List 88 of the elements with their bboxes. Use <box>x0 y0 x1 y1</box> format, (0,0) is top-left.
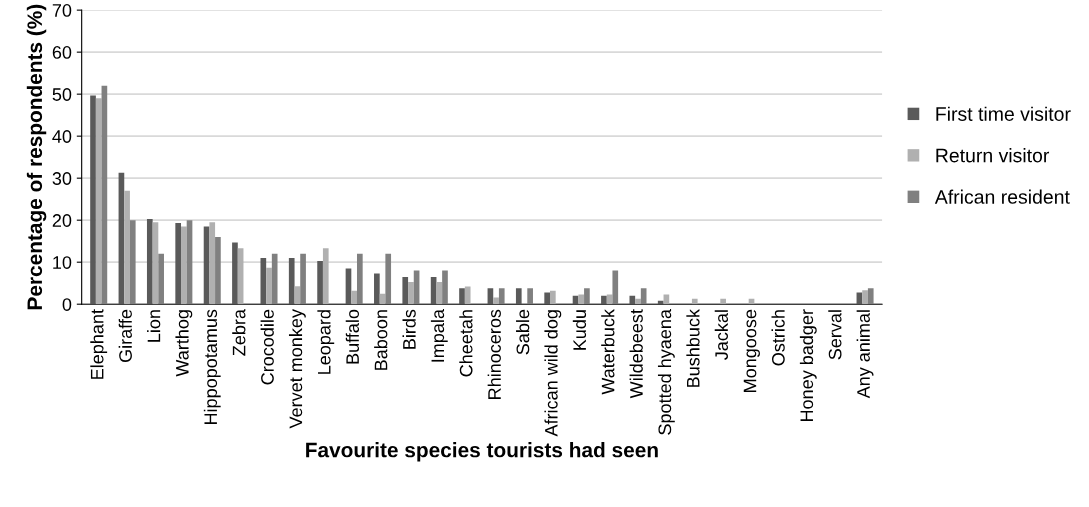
x-tick-label: Ostrich <box>771 310 785 366</box>
x-tick-label: Buffalo <box>345 309 359 364</box>
bar <box>464 286 471 305</box>
bar <box>657 300 664 305</box>
legend-label: African resident <box>934 189 1070 204</box>
bar <box>856 292 863 305</box>
bar <box>357 253 363 305</box>
x-tick-label: Rhinoceros <box>487 309 501 399</box>
bar <box>90 95 96 305</box>
x-tick-label: Wildebeest <box>629 309 643 399</box>
bar <box>720 298 726 305</box>
x-tick-label: Warthog <box>175 310 193 377</box>
bar <box>527 288 533 305</box>
bar <box>95 98 102 305</box>
bar <box>640 288 647 305</box>
x-tick-label: Any animal <box>856 310 874 399</box>
bar <box>544 292 550 305</box>
bar <box>578 294 585 305</box>
bar <box>408 281 414 305</box>
legend-label: First time visitor <box>936 106 1071 121</box>
x-tick-label: Lion <box>147 310 161 342</box>
y-tick-label: 40 <box>52 130 72 143</box>
x-tick-label: Cheetah <box>459 310 473 377</box>
bar <box>288 257 295 305</box>
bar <box>209 222 216 305</box>
x-tick-label: Leopard <box>317 310 335 374</box>
x-tick-label: Elephant <box>90 309 108 379</box>
bar <box>635 298 641 305</box>
bar <box>300 253 306 305</box>
bar <box>232 242 238 305</box>
bar <box>584 288 590 305</box>
x-tick-label: Crocodile <box>260 309 274 385</box>
x-tick-label: Jackal <box>714 310 728 360</box>
bar <box>129 220 136 305</box>
bar <box>146 218 153 305</box>
x-tick-label: African wild dog <box>544 310 562 437</box>
x-axis-title: Favourite species tourists had seen <box>306 442 658 462</box>
x-tick-label: Giraffe <box>118 309 132 363</box>
y-tick-label: 20 <box>52 214 72 227</box>
bar <box>515 288 522 305</box>
bar <box>124 190 130 305</box>
bar <box>550 290 556 305</box>
x-tick-label: Honey badger <box>799 309 817 421</box>
bar <box>351 290 357 305</box>
x-tick-label: Baboon <box>374 310 388 370</box>
bar <box>493 297 499 305</box>
bar <box>862 290 868 305</box>
bar <box>498 288 505 305</box>
bar <box>175 223 182 305</box>
x-tick-label: Serval <box>828 310 842 360</box>
bar <box>459 288 465 305</box>
bar <box>612 270 619 305</box>
y-tick-label: 70 <box>52 4 72 17</box>
bar <box>402 276 409 305</box>
x-tick-label: Mongoose <box>743 309 760 392</box>
y-tick-label: 60 <box>52 46 72 59</box>
bar <box>181 226 187 305</box>
legend-label: Return visitor <box>936 148 1050 163</box>
x-tick-label: Sable <box>516 309 530 355</box>
x-tick-label: Birds <box>402 309 416 349</box>
bar <box>374 273 380 305</box>
y-tick-label: 30 <box>52 172 72 185</box>
x-tick-label: Bushbuck <box>686 309 700 387</box>
bar <box>317 260 323 305</box>
x-tick-label: Hippopotamus <box>203 309 221 424</box>
bar <box>266 267 272 305</box>
y-tick-label: 10 <box>53 256 72 269</box>
bar <box>601 295 607 305</box>
bar <box>215 236 221 305</box>
x-tick-label: Zebra <box>232 309 246 356</box>
bar <box>158 253 164 305</box>
bar <box>629 295 636 305</box>
y-tick-label: 0 <box>62 298 72 311</box>
bar <box>442 270 448 305</box>
bar <box>691 298 698 305</box>
bar <box>436 281 443 305</box>
y-tick-label: 50 <box>52 88 72 101</box>
x-tick-label: Vervet monkey <box>288 309 306 429</box>
x-tick-label: Impala <box>430 309 448 362</box>
y-axis-title: Percentage of respondents (%) <box>26 4 47 310</box>
x-tick-label: Waterbuck <box>601 309 615 395</box>
bar <box>322 248 329 305</box>
bar <box>867 288 874 305</box>
bar <box>385 253 392 305</box>
x-tick-label: Kudu <box>572 310 587 350</box>
x-tick-label: Spotted hyaena <box>657 309 675 435</box>
bar <box>271 253 278 305</box>
bar <box>260 257 267 305</box>
